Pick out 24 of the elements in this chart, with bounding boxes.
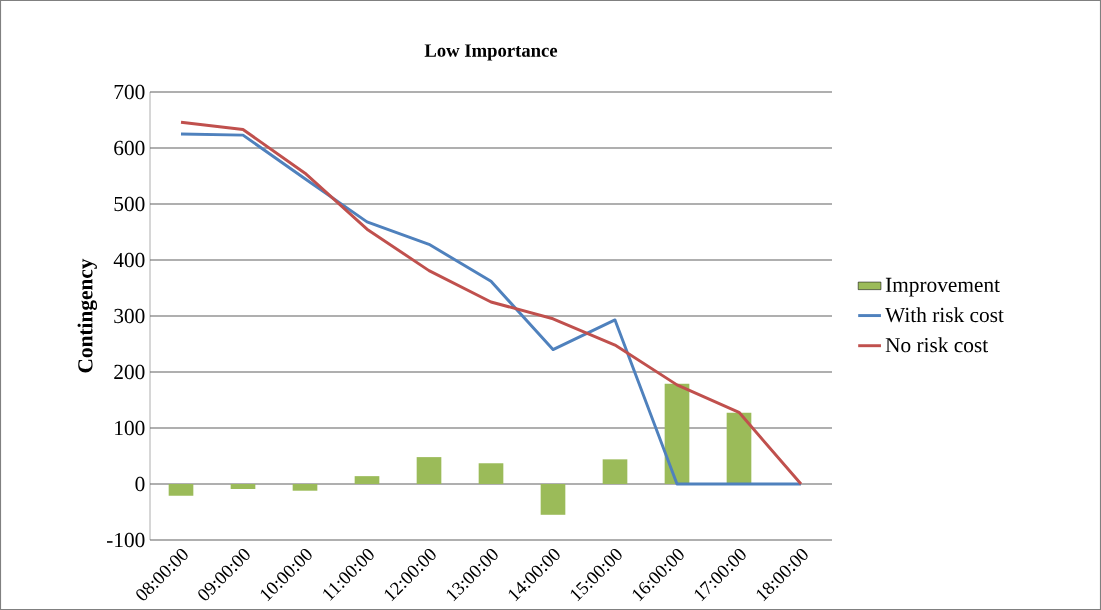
y-tick-label: 700 <box>114 84 145 100</box>
bar <box>230 483 256 490</box>
bar <box>726 412 752 484</box>
legend-label: With risk cost <box>885 307 1004 323</box>
legend-label: Improvement <box>885 277 1000 297</box>
y-tick-label: -100 <box>106 532 145 548</box>
bar <box>664 383 690 484</box>
bar <box>540 483 566 515</box>
bar <box>168 483 194 496</box>
bar <box>354 476 380 484</box>
y-tick-label: 0 <box>135 476 145 492</box>
y-tick-label: 200 <box>114 364 145 380</box>
bar <box>292 483 318 491</box>
y-tick-label: 100 <box>115 420 145 436</box>
legend-label: No risk cost <box>885 337 989 353</box>
chart-title: Low Importance <box>424 44 558 61</box>
bar <box>416 457 442 484</box>
bar <box>602 459 628 484</box>
bar <box>478 463 504 484</box>
y-tick-label: 400 <box>113 252 145 268</box>
y-tick-label: 300 <box>114 308 145 324</box>
y-axis-title: Contingency <box>77 258 98 373</box>
y-tick-label: 500 <box>114 196 145 212</box>
y-tick-label: 600 <box>114 140 145 156</box>
